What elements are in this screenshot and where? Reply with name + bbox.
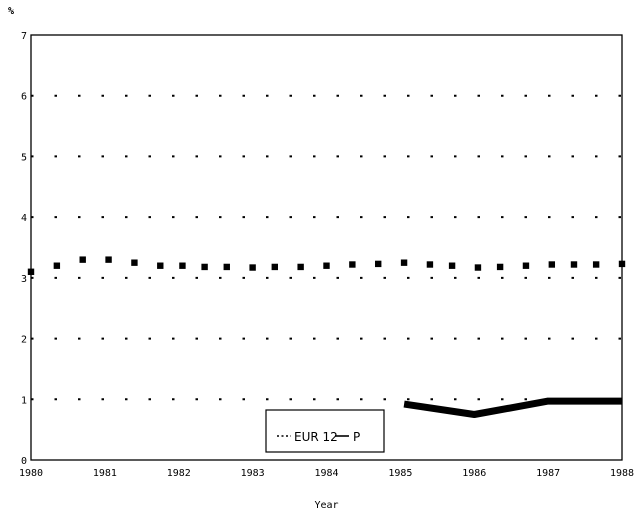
x-tick-label-1981: 1981 [93,468,117,479]
point-eur12-18 [474,264,482,271]
point-eur12-0 [27,268,35,275]
y-unit-label: % [8,6,14,17]
y-tick-label-2: 2 [21,335,27,346]
x-tick-label-1984: 1984 [314,468,338,479]
point-eur12-15 [400,259,408,266]
point-eur12-2 [79,256,86,263]
x-axis: 1980 1981 1982 1983 1984 1985 1986 1987 1988 [19,468,634,479]
point-eur12-9 [249,264,256,271]
y-axis: 0 1 2 3 4 5 6 7 [21,31,27,467]
point-eur12-20 [522,262,530,269]
x-tick-label-1982: 1982 [167,468,191,479]
point-eur12-3 [105,256,112,263]
grid-lines [31,94,622,401]
y-tick-label-3: 3 [21,274,27,285]
point-eur12-22 [570,261,578,268]
legend-box [265,409,385,453]
point-eur12-4 [131,259,138,266]
x-tick-label-1980: 1980 [19,468,43,479]
point-eur12-24 [618,260,626,268]
point-eur12-7 [201,263,208,271]
plot-frame [30,34,623,461]
y-tick-label-7: 7 [21,31,27,42]
x-tick-label-1987: 1987 [536,468,560,479]
point-eur12-12 [323,262,330,269]
point-eur12-1 [53,262,61,269]
series-layer [27,256,626,418]
x-tick-label-1986: 1986 [462,468,486,479]
point-eur12-16 [426,261,434,268]
legend-label-eur12: EUR 12 [294,430,338,444]
y-tick-label-5: 5 [21,152,27,163]
point-eur12-21 [548,261,556,268]
x-tick-label-1985: 1985 [388,468,412,479]
point-eur12-13 [349,261,356,268]
point-eur12-6 [179,262,186,269]
point-eur12-19 [496,263,504,271]
point-eur12-14 [375,260,382,268]
x-tick-label-1988: 1988 [610,468,634,479]
point-eur12-10 [271,263,278,271]
y-tick-label-0: 0 [21,456,27,467]
legend: EUR 12 P [265,409,385,453]
series-line-p [403,397,622,418]
point-eur12-17 [448,262,456,269]
point-eur12-5 [157,262,164,269]
legend-label-p: P [353,430,360,444]
y-tick-label-1: 1 [21,395,27,406]
point-eur12-11 [297,263,304,271]
x-tick-label-1983: 1983 [241,468,265,479]
y-tick-label-6: 6 [21,92,27,103]
point-eur12-8 [223,263,230,271]
y-tick-label-4: 4 [21,213,27,224]
x-axis-title: Year [314,500,338,511]
point-eur12-23 [592,261,600,268]
